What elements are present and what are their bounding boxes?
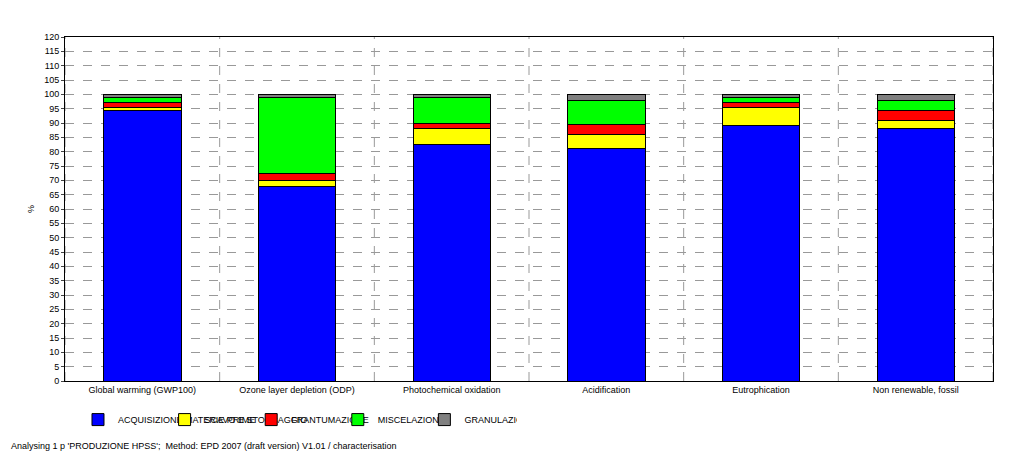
svg-text:90: 90 (49, 118, 59, 128)
svg-text:45: 45 (49, 247, 59, 257)
svg-text:55: 55 (49, 218, 59, 228)
svg-text:Non renewable, fossil: Non renewable, fossil (873, 385, 959, 395)
svg-text:Global warming (GWP100): Global warming (GWP100) (89, 385, 197, 395)
svg-text:FRANTUMAZIONE: FRANTUMAZIONE (291, 415, 369, 426)
svg-text:Eutrophication: Eutrophication (732, 385, 790, 395)
svg-text:110: 110 (45, 61, 59, 71)
svg-text:Photochemical oxidation: Photochemical oxidation (403, 385, 501, 395)
svg-text:85: 85 (49, 132, 59, 142)
svg-text:95: 95 (49, 104, 59, 114)
svg-text:105: 105 (44, 75, 59, 85)
svg-text:5: 5 (54, 362, 59, 372)
svg-text:10: 10 (49, 347, 59, 357)
svg-text:100: 100 (44, 89, 59, 99)
svg-text:MISCELAZIONE: MISCELAZIONE (378, 415, 445, 425)
svg-text:65: 65 (49, 190, 59, 200)
svg-text:15: 15 (49, 333, 59, 343)
svg-text:60: 60 (49, 204, 59, 214)
svg-text:70: 70 (49, 175, 59, 185)
svg-text:80: 80 (49, 147, 59, 157)
svg-text:20: 20 (49, 319, 59, 329)
svg-text:25: 25 (49, 304, 59, 314)
svg-text:Ozone layer depletion (ODP): Ozone layer depletion (ODP) (239, 385, 355, 395)
svg-text:50: 50 (49, 233, 59, 243)
svg-text:30: 30 (49, 290, 59, 300)
svg-text:0: 0 (54, 376, 59, 386)
svg-text:40: 40 (49, 261, 59, 271)
svg-text:Analysing 1 p 'PRODUZIONE HPSS: Analysing 1 p 'PRODUZIONE HPSS'; Method:… (11, 441, 397, 451)
svg-text:75: 75 (49, 161, 59, 171)
svg-text:%: % (26, 205, 36, 213)
svg-text:115: 115 (45, 46, 59, 56)
svg-text:SCAVO E STOCCAGGIO: SCAVO E STOCCAGGIO (204, 415, 308, 426)
svg-text:GRANULAZIONE E MATURAZIONE: GRANULAZIONE E MATURAZIONE (464, 415, 517, 425)
svg-text:35: 35 (49, 276, 59, 286)
svg-text:Acidification: Acidification (582, 385, 630, 395)
svg-text:120: 120 (44, 32, 59, 42)
